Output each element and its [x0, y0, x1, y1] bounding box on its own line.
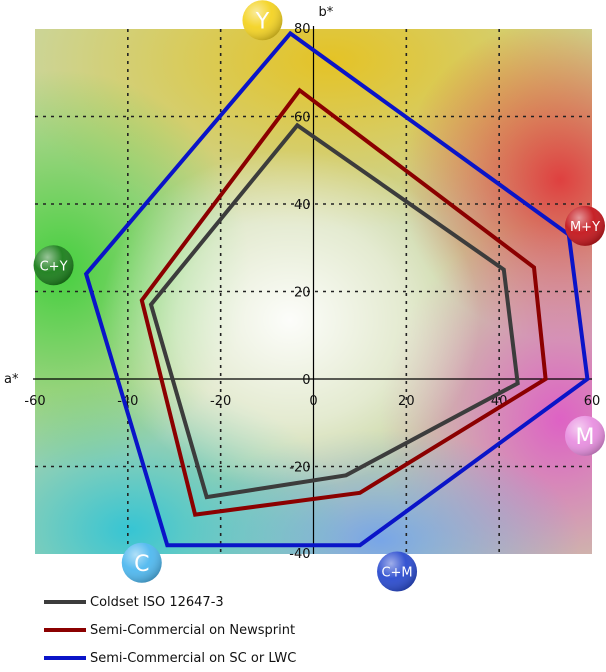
legend-entry: Coldset ISO 12647-3 [44, 588, 296, 616]
badge-label: Y [255, 9, 270, 34]
y-tick-label: 20 [294, 286, 311, 301]
legend-label: Semi-Commercial on Newsprint [90, 623, 295, 638]
y-tick-label: 80 [294, 22, 311, 37]
corner-badge: C+Y [34, 245, 74, 285]
legend-label: Semi-Commercial on SC or LWC [90, 651, 296, 666]
legend-swatch [44, 600, 86, 604]
legend-swatch [44, 656, 86, 660]
corner-badge: C [122, 543, 162, 583]
corner-badge: M [565, 416, 605, 456]
badge-label: C+M [381, 566, 412, 581]
y-tick-label: 0 [302, 373, 310, 388]
legend-entry: Semi-Commercial on Newsprint [44, 616, 296, 644]
badge-label: M [576, 425, 595, 450]
x-tick-label: -60 [24, 394, 45, 409]
legend-swatch [44, 628, 86, 632]
x-tick-label: 0 [309, 394, 317, 409]
x-tick-label: 20 [398, 394, 415, 409]
badge-label: C+Y [40, 259, 68, 274]
x-axis-label: a* [4, 372, 19, 387]
corner-badge: M+Y [565, 206, 605, 246]
badge-label: M+Y [570, 220, 600, 235]
corner-badge: Y [242, 0, 282, 40]
y-tick-label: 40 [294, 198, 311, 213]
legend-entry: Semi-Commercial on SC or LWC [44, 644, 296, 672]
y-tick-label: -20 [289, 461, 310, 476]
badge-label: C [134, 552, 149, 577]
y-axis-label: b* [319, 5, 334, 20]
y-tick-label: -40 [289, 547, 310, 562]
corner-badge: C+M [377, 552, 417, 592]
legend-label: Coldset ISO 12647-3 [90, 595, 224, 610]
x-tick-label: -20 [210, 394, 231, 409]
legend: Coldset ISO 12647-3 Semi-Commercial on Ne… [44, 588, 296, 672]
x-tick-label: 60 [584, 394, 601, 409]
